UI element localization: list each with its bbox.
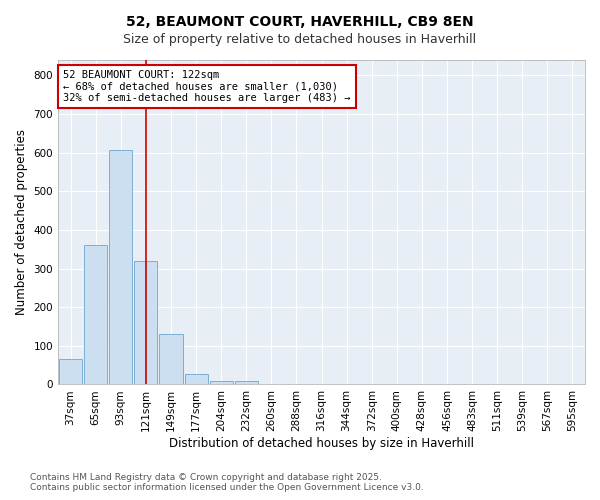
Bar	[134, 261, 157, 384]
Bar	[59, 360, 82, 384]
Bar	[209, 382, 233, 384]
Bar	[235, 382, 258, 384]
X-axis label: Distribution of detached houses by size in Haverhill: Distribution of detached houses by size …	[169, 437, 474, 450]
Bar	[109, 150, 133, 384]
Text: 52 BEAUMONT COURT: 122sqm
← 68% of detached houses are smaller (1,030)
32% of se: 52 BEAUMONT COURT: 122sqm ← 68% of detac…	[64, 70, 351, 103]
Bar	[84, 246, 107, 384]
Text: 52, BEAUMONT COURT, HAVERHILL, CB9 8EN: 52, BEAUMONT COURT, HAVERHILL, CB9 8EN	[126, 15, 474, 29]
Bar	[185, 374, 208, 384]
Bar	[160, 334, 182, 384]
Text: Size of property relative to detached houses in Haverhill: Size of property relative to detached ho…	[124, 32, 476, 46]
Y-axis label: Number of detached properties: Number of detached properties	[15, 129, 28, 315]
Text: Contains HM Land Registry data © Crown copyright and database right 2025.
Contai: Contains HM Land Registry data © Crown c…	[30, 473, 424, 492]
